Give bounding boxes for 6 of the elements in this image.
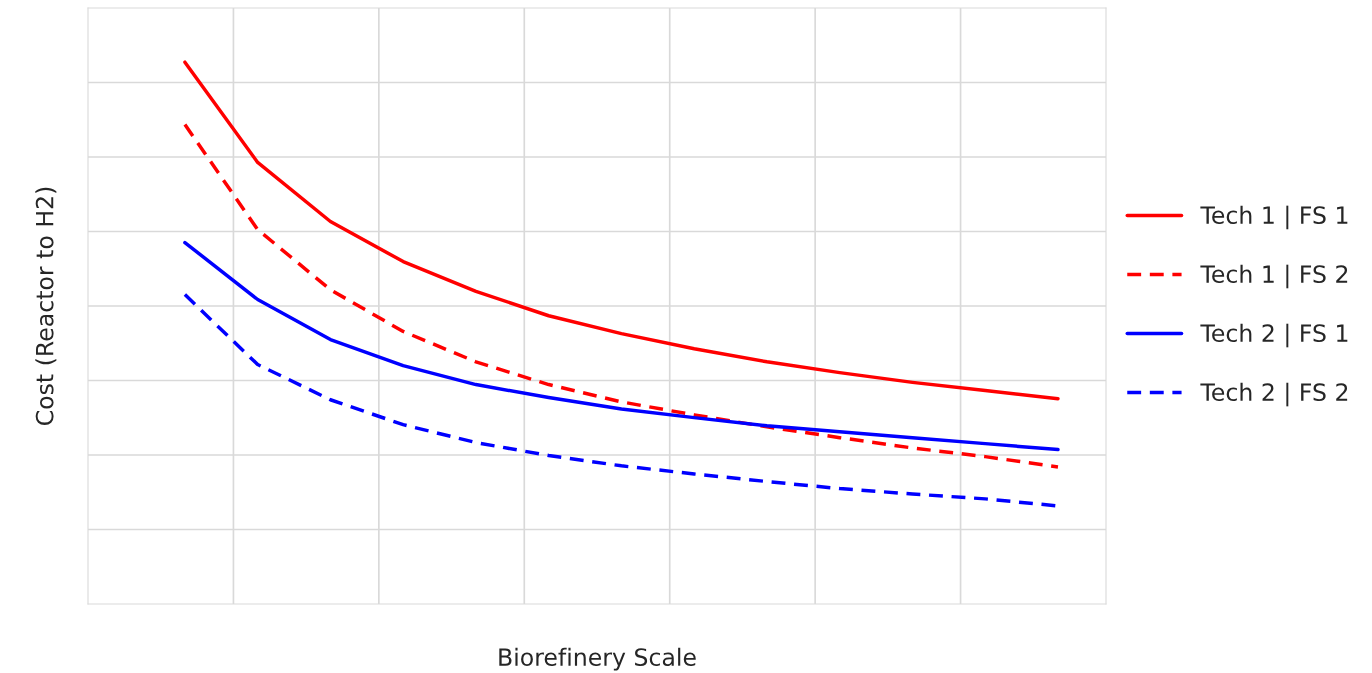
- legend-label: Tech 1 | FS 1: [1200, 205, 1348, 230]
- x-axis-title: Biorefinery Scale: [499, 647, 696, 671]
- legend-label: Tech 1 | FS 2: [1200, 264, 1348, 289]
- legend-label: Tech 2 | FS 2: [1200, 382, 1348, 407]
- legend-label: Tech 2 | FS 1: [1200, 323, 1348, 348]
- y-axis-title: Cost (Reactor to H2): [35, 187, 57, 425]
